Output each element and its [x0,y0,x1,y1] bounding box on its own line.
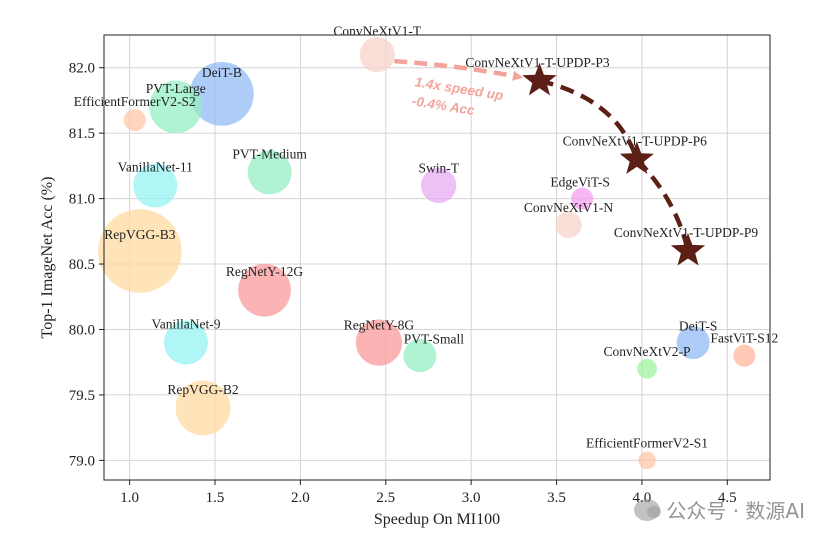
y-axis-title: Top-1 ImageNet Acc (%) [39,177,56,339]
star-label: ConvNeXtV1-T-UPDP-P3 [465,55,610,70]
point-regnety-8g [355,319,403,366]
point-label: VanillaNet-11 [118,160,193,175]
point-label: ConvNeXtV2-P [604,344,691,359]
watermark-text: 公众号 · 数源AI [666,499,805,523]
point-convnextv2-p [637,358,657,379]
point-deit-b [189,61,254,126]
point-label: ConvNeXtV1-N [524,200,613,215]
y-tick-label: 79.5 [69,388,95,404]
point-deit-s [676,326,710,360]
point-pvt-large [149,80,203,134]
point-label: DeiT-B [202,65,242,80]
point-label: PVT-Small [404,332,465,347]
upd-curve [538,78,691,252]
x-tick-label: 3.5 [547,490,566,506]
point-label: EfficientFormerV2-S1 [586,435,708,450]
x-tick-label: 1.5 [206,490,225,506]
point-label: RegNetY-8G [344,318,415,333]
watermark: 公众号 · 数源AI [634,495,805,524]
x-tick-label: 1.0 [120,490,139,506]
point-labels: RepVGG-B3RepVGG-B2DeiT-BPVT-LargeEfficie… [74,24,778,451]
point-label: DeiT-S [679,319,718,334]
y-tick-label: 82.0 [69,61,95,77]
annotation-arrow [394,58,523,81]
point-repvgg-b3 [98,209,182,293]
point-efficientformerv2-s2 [123,109,146,132]
point-fastvit-s12 [733,344,756,367]
point-regnety-12g [238,263,291,317]
highlight-curve [522,62,706,266]
point-label: RepVGG-B3 [104,227,175,242]
y-tick-label: 79.0 [69,453,95,469]
wechat-icon [634,498,662,521]
plot-frame [103,34,771,481]
point-edgevit-s [571,187,594,210]
point-pvt-medium [247,150,292,195]
point-label: Swin-T [418,161,459,176]
point-label: RegNetY-12G [226,264,303,279]
axis-ticks: 1.0 1.5 2.0 2.5 3.0 3.5 4.0 4.5 79.0 79.5 80.0 80.5… [69,61,737,506]
star-marker [619,141,654,174]
point-label: FastViT-S12 [711,331,779,346]
point-label: RepVGG-B2 [167,382,238,397]
point-label: PVT-Medium [232,146,307,161]
point-swin-t [421,167,457,204]
y-tick-label: 81.5 [69,126,95,142]
x-axis-title: Speedup On MI100 [374,511,500,528]
x-tick-label: 3.0 [462,490,481,506]
point-vanillanet-11 [133,163,178,208]
star-label: ConvNeXtV1-T-UPDP-P6 [563,133,708,148]
x-tick-label: 2.0 [291,490,310,506]
point-convnextv1-n [555,211,582,238]
x-tick-label: 4.5 [718,490,737,506]
point-label: EfficientFormerV2-S2 [74,94,196,109]
star-marker [670,233,706,266]
x-tick-label: 4.0 [633,490,652,506]
point-label: VanillaNet-9 [151,317,220,332]
y-tick-label: 80.5 [69,257,95,273]
y-tick-label: 81.0 [69,192,95,208]
point-label: EdgeViT-S [550,175,609,190]
point-label: PVT-Large [146,81,206,96]
point-label: ConvNeXtV1-T [333,24,421,39]
point-convnextv1-t [359,37,395,73]
star-marker [522,62,557,96]
star-label: ConvNeXtV1-T-UPDP-P9 [614,225,759,240]
point-efficientformerv2-s1 [638,451,656,470]
x-tick-label: 2.5 [376,490,395,506]
point-vanillanet-9 [163,320,208,365]
y-tick-label: 80.0 [69,322,95,338]
point-pvt-small [403,339,437,373]
data-points [98,37,756,470]
point-repvgg-b2 [175,380,231,436]
